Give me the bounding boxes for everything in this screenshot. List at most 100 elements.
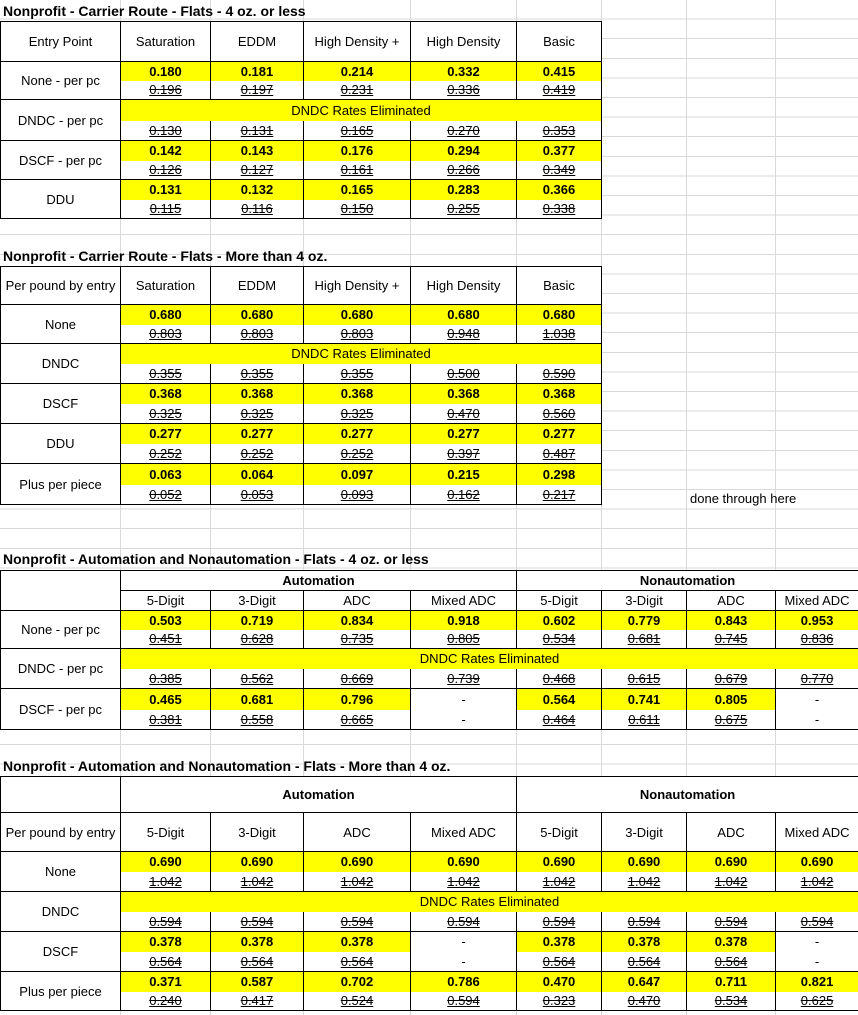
new-rate-cell[interactable]: 0.690 <box>686 851 777 872</box>
automation-band-header-cell[interactable]: Automation <box>119 570 518 591</box>
old-rate-cell[interactable]: 0.564 <box>303 951 411 972</box>
empty-header-cell[interactable] <box>0 776 121 813</box>
row-label-header-cell[interactable]: Entry Point <box>0 21 121 62</box>
old-rate-cell[interactable]: 1.042 <box>686 871 777 892</box>
dash-cell[interactable]: - <box>409 709 518 730</box>
old-rate-cell[interactable]: 0.594 <box>303 911 411 932</box>
old-rate-cell[interactable]: 0.093 <box>303 484 411 505</box>
old-rate-cell[interactable]: 0.534 <box>516 629 603 649</box>
nonautomation-band-header-cell[interactable]: Nonautomation <box>516 570 858 591</box>
dndc-eliminated-banner-cell[interactable]: DNDC Rates Eliminated <box>119 891 858 912</box>
column-header-cell[interactable]: High Density + <box>303 21 411 62</box>
old-rate-cell[interactable]: 0.590 <box>516 363 602 384</box>
row-label-cell[interactable]: None - per pc <box>0 610 121 649</box>
new-rate-cell[interactable]: 0.779 <box>601 610 688 630</box>
old-rate-cell[interactable]: 0.564 <box>210 951 304 972</box>
section-title[interactable]: Nonprofit - Carrier Route - Flats - More… <box>3 248 328 264</box>
column-header-cell[interactable]: Mixed ADC <box>775 590 858 611</box>
old-rate-cell[interactable]: 0.130 <box>120 120 211 141</box>
new-rate-cell[interactable]: 0.378 <box>601 931 688 952</box>
old-rate-cell[interactable]: 0.558 <box>210 709 304 730</box>
old-rate-cell[interactable]: 0.534 <box>686 991 777 1011</box>
new-rate-cell[interactable]: 0.063 <box>120 463 211 485</box>
new-rate-cell[interactable]: 0.681 <box>210 688 304 710</box>
automation-band-header-cell[interactable]: Automation <box>119 776 518 813</box>
new-rate-cell[interactable]: 0.415 <box>516 61 602 81</box>
new-rate-cell[interactable]: 0.097 <box>303 463 411 485</box>
column-header-cell[interactable]: High Density + <box>303 266 411 305</box>
old-rate-cell[interactable]: 1.042 <box>409 871 518 892</box>
new-rate-cell[interactable]: 0.132 <box>210 179 304 200</box>
dndc-eliminated-banner-cell[interactable]: DNDC Rates Eliminated <box>120 343 602 364</box>
row-label-cell[interactable]: DSCF <box>0 383 121 424</box>
new-rate-cell[interactable]: 0.142 <box>120 140 211 161</box>
old-rate-cell[interactable]: 0.803 <box>303 324 411 344</box>
row-label-cell[interactable]: DSCF <box>0 931 121 972</box>
old-rate-cell[interactable]: 0.355 <box>303 363 411 384</box>
old-rate-cell[interactable]: 0.355 <box>210 363 304 384</box>
old-rate-cell[interactable]: 1.042 <box>120 871 211 892</box>
old-rate-cell[interactable]: 0.615 <box>601 668 688 689</box>
old-rate-cell[interactable]: 0.052 <box>120 484 211 505</box>
old-rate-cell[interactable]: 0.564 <box>601 951 688 972</box>
old-rate-cell[interactable]: 0.625 <box>775 991 858 1011</box>
row-label-header-cell[interactable]: Per pound by entry <box>0 812 121 852</box>
column-header-cell[interactable]: ADC <box>686 590 777 611</box>
column-header-cell[interactable]: Basic <box>516 266 602 305</box>
new-rate-cell[interactable]: 0.834 <box>303 610 411 630</box>
old-rate-cell[interactable]: 0.803 <box>120 324 211 344</box>
new-rate-cell[interactable]: 0.680 <box>516 304 602 325</box>
new-rate-cell[interactable]: 0.378 <box>516 931 603 952</box>
dash-cell[interactable]: - <box>775 931 858 952</box>
old-rate-cell[interactable]: 0.594 <box>516 911 603 932</box>
new-rate-cell[interactable]: 0.366 <box>516 179 602 200</box>
old-rate-cell[interactable]: 0.217 <box>516 484 602 505</box>
new-rate-cell[interactable]: 0.371 <box>120 971 211 992</box>
old-rate-cell[interactable]: 0.127 <box>210 160 304 180</box>
new-rate-cell[interactable]: 0.368 <box>516 383 602 404</box>
row-label-cell[interactable]: DNDC <box>0 891 121 932</box>
new-rate-cell[interactable]: 0.277 <box>516 423 602 444</box>
new-rate-cell[interactable]: 0.690 <box>516 851 603 872</box>
old-rate-cell[interactable]: 1.042 <box>516 871 603 892</box>
old-rate-cell[interactable]: 0.594 <box>409 911 518 932</box>
old-rate-cell[interactable]: 0.197 <box>210 80 304 100</box>
old-rate-cell[interactable]: 0.252 <box>303 443 411 464</box>
new-rate-cell[interactable]: 0.378 <box>303 931 411 952</box>
old-rate-cell[interactable]: 0.162 <box>410 484 517 505</box>
old-rate-cell[interactable]: 0.681 <box>601 629 688 649</box>
dash-cell[interactable]: - <box>775 688 858 710</box>
new-rate-cell[interactable]: 0.564 <box>516 688 603 710</box>
old-rate-cell[interactable]: 0.628 <box>210 629 304 649</box>
new-rate-cell[interactable]: 0.298 <box>516 463 602 485</box>
old-rate-cell[interactable]: 0.419 <box>516 80 602 100</box>
row-label-cell[interactable]: None <box>0 851 121 892</box>
new-rate-cell[interactable]: 0.277 <box>410 423 517 444</box>
old-rate-cell[interactable]: 0.948 <box>410 324 517 344</box>
old-rate-cell[interactable]: 0.150 <box>303 199 411 219</box>
column-header-cell[interactable]: Mixed ADC <box>775 812 858 852</box>
new-rate-cell[interactable]: 0.215 <box>410 463 517 485</box>
old-rate-cell[interactable]: 0.594 <box>775 911 858 932</box>
new-rate-cell[interactable]: 0.805 <box>686 688 777 710</box>
dash-cell[interactable]: - <box>409 931 518 952</box>
column-header-cell[interactable]: Saturation <box>120 266 211 305</box>
old-rate-cell[interactable]: 1.042 <box>601 871 688 892</box>
old-rate-cell[interactable]: 0.252 <box>210 443 304 464</box>
row-label-header-cell[interactable] <box>0 570 121 611</box>
old-rate-cell[interactable]: 0.231 <box>303 80 411 100</box>
old-rate-cell[interactable]: 0.323 <box>516 991 603 1011</box>
column-header-cell[interactable]: ADC <box>303 590 411 611</box>
column-header-cell[interactable]: Basic <box>516 21 602 62</box>
new-rate-cell[interactable]: 0.368 <box>210 383 304 404</box>
old-rate-cell[interactable]: 0.594 <box>686 911 777 932</box>
old-rate-cell[interactable]: 0.381 <box>120 709 211 730</box>
old-rate-cell[interactable]: 1.038 <box>516 324 602 344</box>
new-rate-cell[interactable]: 0.181 <box>210 61 304 81</box>
old-rate-cell[interactable]: 0.770 <box>775 668 858 689</box>
row-label-cell[interactable]: Plus per piece <box>0 463 121 505</box>
old-rate-cell[interactable]: 0.053 <box>210 484 304 505</box>
column-header-cell[interactable]: 3-Digit <box>210 590 304 611</box>
new-rate-cell[interactable]: 0.277 <box>210 423 304 444</box>
old-rate-cell[interactable]: 0.464 <box>516 709 603 730</box>
